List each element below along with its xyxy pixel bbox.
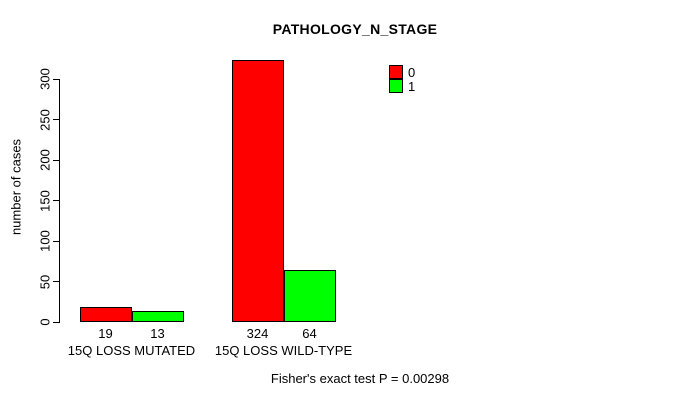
legend-label: 0 <box>408 64 416 80</box>
legend-swatch-icon <box>389 79 403 93</box>
y-tick-mark <box>53 281 60 282</box>
fisher-test-note: Fisher's exact test P = 0.00298 <box>270 371 450 386</box>
y-tick-label: 150 <box>37 189 53 212</box>
y-tick-mark <box>53 321 60 323</box>
bar-value-label: 324 <box>246 326 269 341</box>
y-tick-label: 250 <box>37 108 53 131</box>
chart-title: PATHOLOGY_N_STAGE <box>272 21 438 37</box>
bar <box>79 306 132 322</box>
legend-row: 0 <box>389 65 415 79</box>
legend-swatch-icon <box>389 65 403 79</box>
y-tick-label: 300 <box>37 68 53 90</box>
bar-value-label: 64 <box>302 326 317 341</box>
y-axis-line <box>59 79 60 323</box>
y-tick-label: 100 <box>37 230 53 252</box>
y-tick-mark <box>53 119 60 120</box>
x-category-label: 15Q LOSS MUTATED <box>67 343 196 358</box>
bar-value-label: 13 <box>150 326 165 341</box>
y-tick-mark <box>53 159 60 161</box>
x-category-label: 15Q LOSS WILD-TYPE <box>214 343 353 358</box>
y-tick-mark <box>53 200 60 201</box>
y-tick-mark <box>53 78 60 80</box>
y-tick-label: 0 <box>37 318 53 326</box>
bar-value-label: 19 <box>98 326 113 341</box>
y-tick-label: 200 <box>37 149 53 171</box>
bar <box>131 311 184 322</box>
legend-label: 1 <box>408 78 416 94</box>
y-tick-mark <box>53 240 60 242</box>
y-tick-label: 50 <box>37 274 53 289</box>
bar <box>283 270 336 322</box>
bar <box>231 59 284 322</box>
legend-row: 1 <box>389 79 415 93</box>
